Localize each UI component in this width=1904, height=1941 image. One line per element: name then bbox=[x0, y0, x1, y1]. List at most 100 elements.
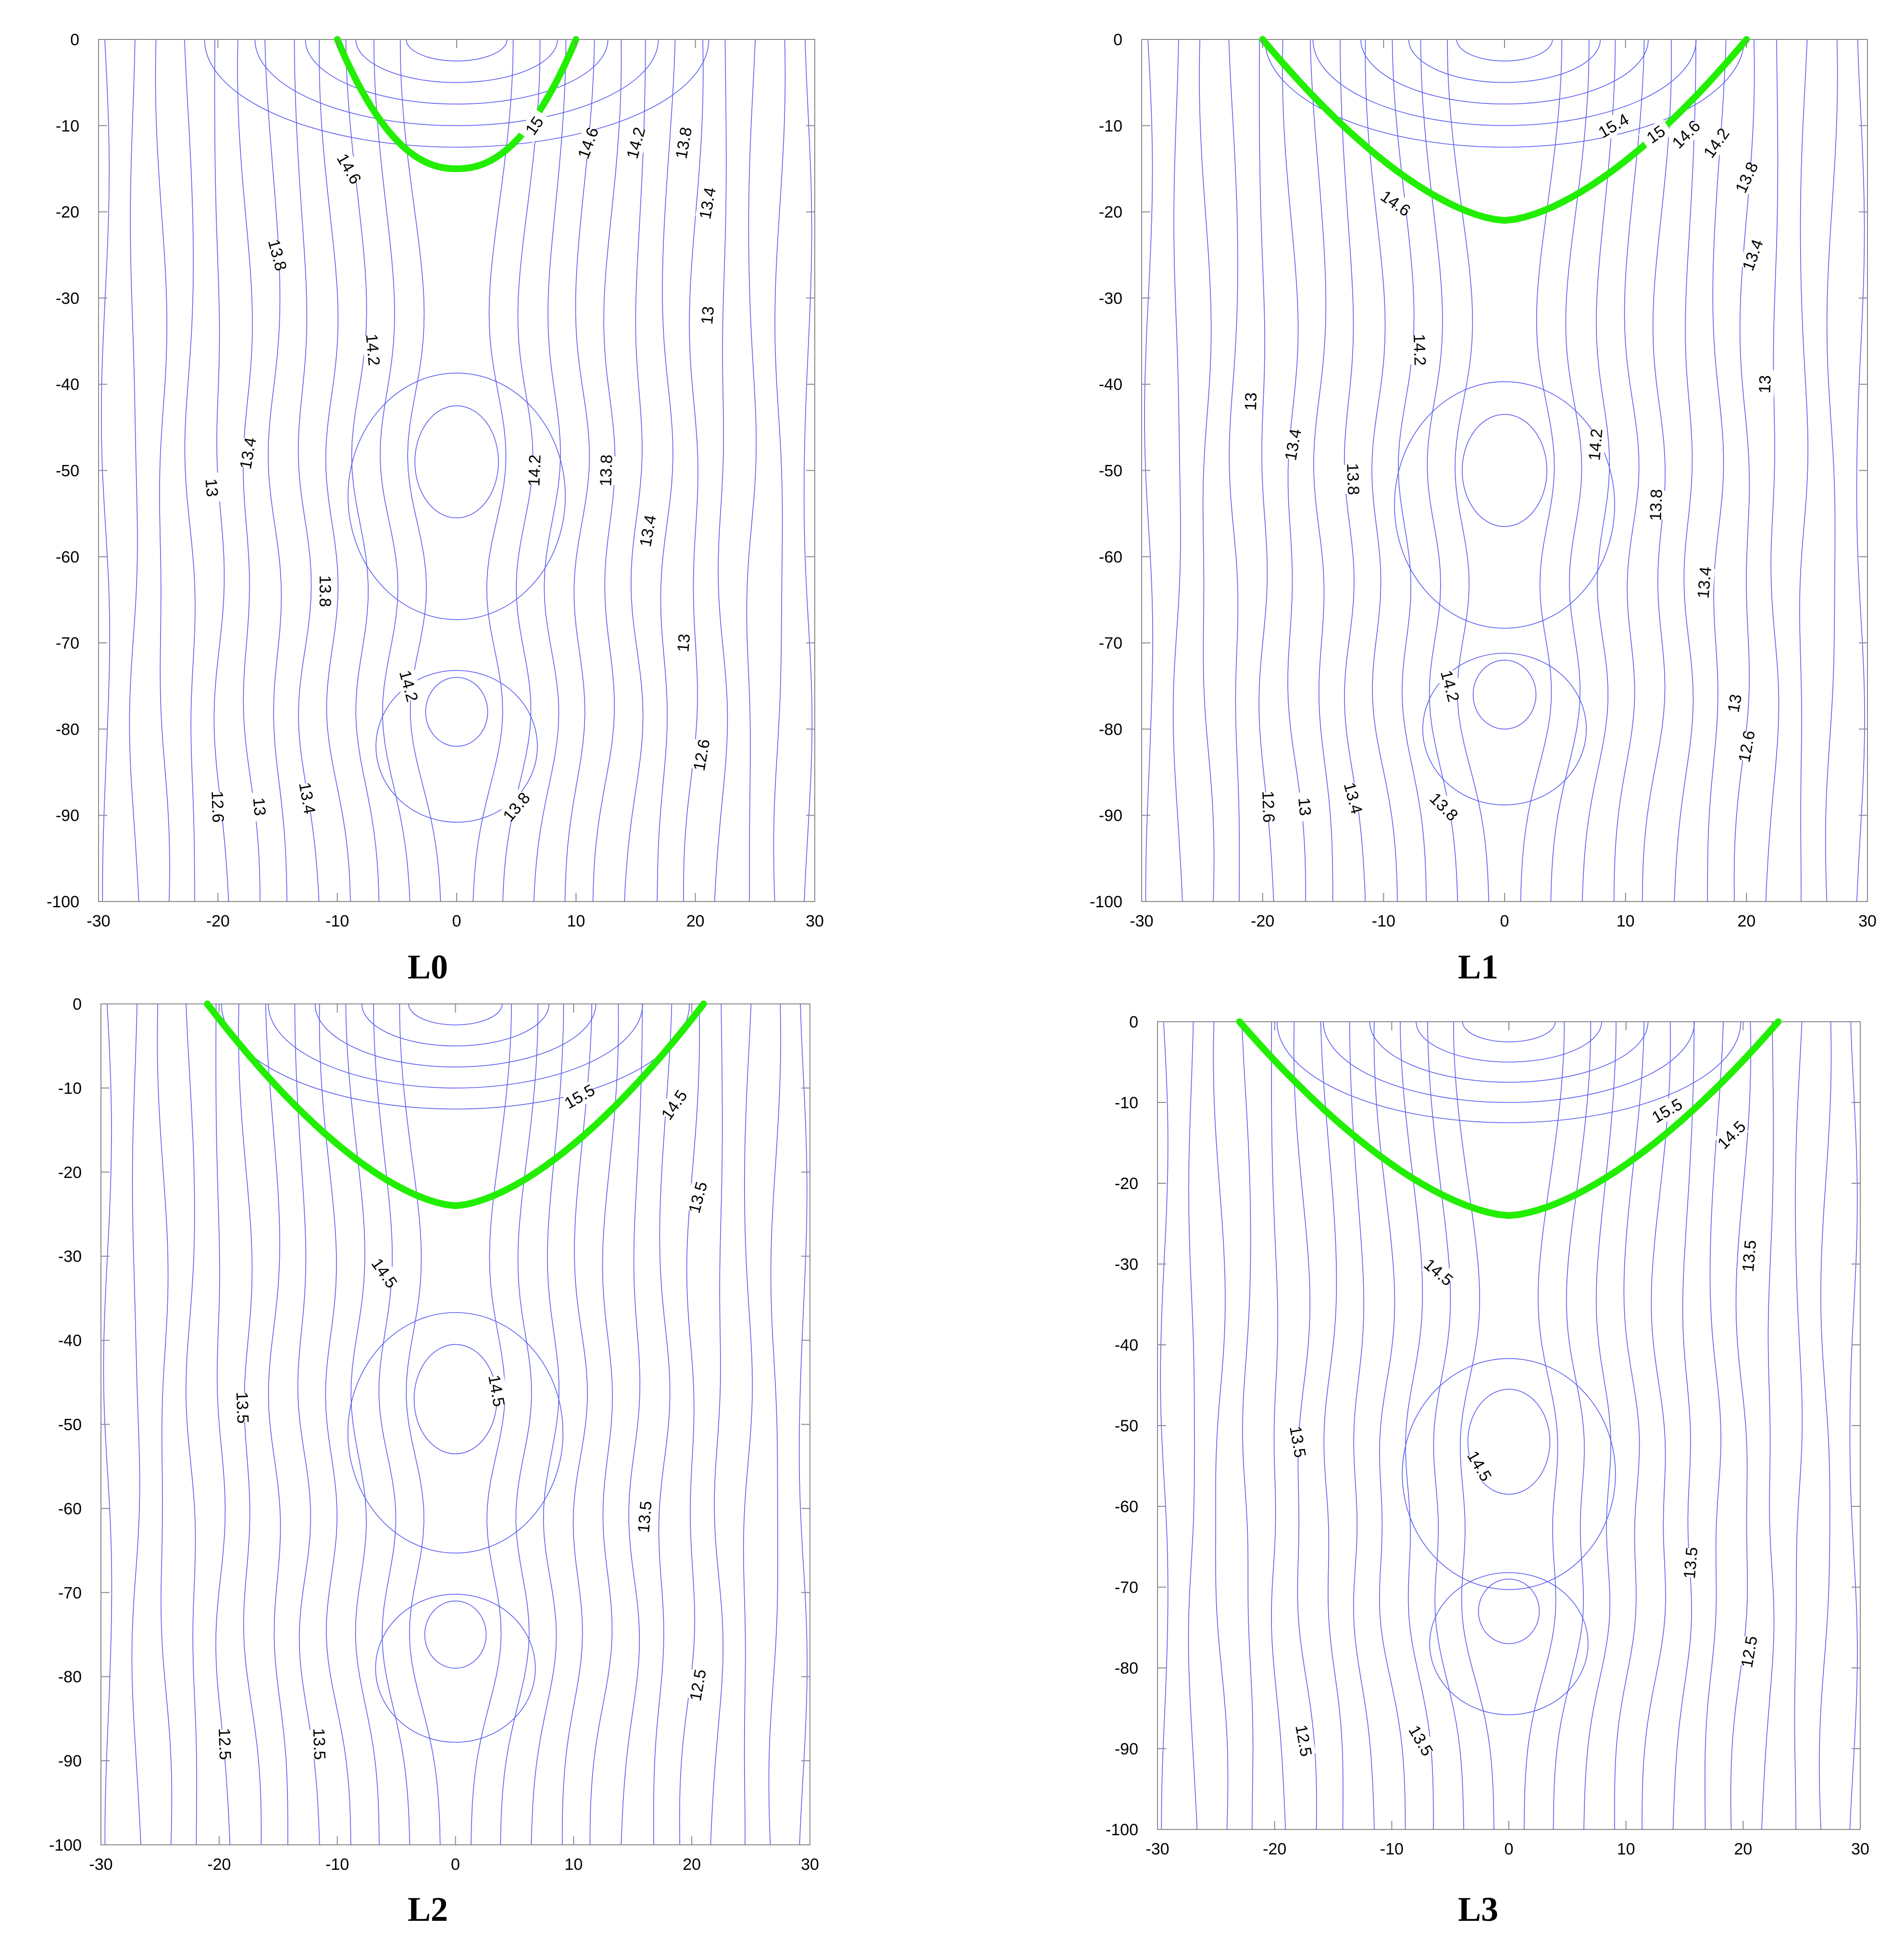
y-tick-label: -80 bbox=[1099, 720, 1122, 739]
contour-line bbox=[1674, 39, 1696, 902]
contour-label-bg bbox=[1680, 1547, 1702, 1578]
contour-loop bbox=[1478, 1578, 1540, 1644]
contour-label: 13.5 bbox=[635, 1500, 656, 1533]
y-tick-label: -20 bbox=[58, 1164, 82, 1182]
contour-label-bg bbox=[1645, 490, 1666, 520]
x-tick-label: -10 bbox=[1372, 912, 1395, 930]
contour-label-bg bbox=[1437, 669, 1463, 702]
contour-line bbox=[561, 1004, 592, 1845]
contour-line bbox=[624, 39, 646, 902]
y-tick-label: -90 bbox=[1099, 807, 1122, 825]
contour-line bbox=[1241, 1022, 1254, 1829]
contour-arc bbox=[305, 39, 609, 105]
y-tick-label: -60 bbox=[1115, 1498, 1138, 1516]
contour-line bbox=[1794, 1022, 1803, 1829]
y-tick-label: -80 bbox=[56, 720, 79, 739]
contour-label-bg bbox=[1427, 789, 1461, 824]
contour-label: 14.2 bbox=[1410, 334, 1429, 366]
contour-label-bg bbox=[1378, 187, 1413, 220]
contour-label-bg bbox=[1738, 238, 1767, 272]
y-tick-label: -40 bbox=[1099, 376, 1122, 394]
x-tick-label: -30 bbox=[1145, 1840, 1169, 1858]
contour-line bbox=[1761, 1022, 1775, 1829]
contour-line bbox=[1825, 39, 1838, 902]
y-tick-label: -20 bbox=[56, 203, 79, 222]
contour-line bbox=[500, 1004, 538, 1845]
contour-label: 13 bbox=[1724, 693, 1745, 714]
y-tick-label: -70 bbox=[1115, 1578, 1138, 1597]
contour-lines bbox=[100, 39, 813, 902]
contour-line bbox=[184, 39, 196, 902]
contour-line bbox=[237, 39, 261, 902]
contour-label-bg bbox=[309, 1729, 330, 1759]
contour-arc bbox=[204, 39, 709, 148]
contour-label-bg bbox=[524, 455, 545, 486]
contour-line bbox=[798, 1004, 808, 1845]
panel-l1: 15.4 15 14.614.213.814.613.414.2131313.413… bbox=[1090, 31, 1877, 986]
highlight-contour bbox=[1236, 1018, 1782, 1219]
contour-label-bg bbox=[1693, 567, 1715, 598]
contour-line bbox=[473, 39, 514, 902]
contour-arc bbox=[408, 1004, 503, 1026]
contour-label-bg bbox=[1755, 369, 1775, 399]
contour-line bbox=[215, 1004, 231, 1845]
panel-title: L0 bbox=[408, 948, 448, 986]
contour-line bbox=[1553, 1022, 1591, 1829]
contour-label-bg bbox=[634, 1502, 656, 1532]
y-tick-label: -30 bbox=[1115, 1255, 1138, 1274]
contour-line bbox=[1849, 1022, 1858, 1829]
contour-line bbox=[564, 39, 595, 902]
contour-label: 13.5 bbox=[310, 1728, 329, 1760]
y-tick-label: -60 bbox=[58, 1500, 82, 1518]
contour-line bbox=[773, 39, 786, 902]
contour-loop bbox=[1467, 1389, 1551, 1495]
contour-line bbox=[653, 1004, 672, 1845]
x-tick-label: 30 bbox=[1851, 1840, 1869, 1858]
contour-label-bg bbox=[499, 789, 533, 824]
panel-l2: 15.5 14.513.514.514.513.513.512.512.5 13.5… bbox=[49, 995, 819, 1928]
contour-line bbox=[471, 1004, 512, 1845]
x-tick-label: -20 bbox=[1251, 912, 1274, 930]
contour-line bbox=[710, 1004, 724, 1845]
contour-label-bg bbox=[1722, 687, 1747, 719]
contour-line bbox=[746, 39, 757, 902]
contour-arc bbox=[1323, 1022, 1695, 1103]
contour-label-bg bbox=[1343, 464, 1364, 494]
y-tick-label: -50 bbox=[1115, 1417, 1138, 1435]
contour-label-bg bbox=[485, 1375, 509, 1407]
contour-line bbox=[294, 39, 320, 902]
contour-arc bbox=[406, 39, 508, 62]
contour-label: 13 bbox=[1294, 797, 1314, 816]
contour-line bbox=[345, 39, 380, 902]
axes: -30 -20 -10 0 10 20 300-10-20-30-40-50-60-70-8… bbox=[1106, 1013, 1869, 1858]
y-tick-label: -100 bbox=[47, 893, 79, 911]
contour-label: 13 bbox=[249, 797, 269, 816]
contour-label-bg bbox=[1340, 781, 1367, 814]
contour-line bbox=[319, 1004, 351, 1845]
contour-label-bg bbox=[672, 627, 695, 658]
y-tick-label: -70 bbox=[58, 1584, 82, 1602]
y-tick-label: -50 bbox=[56, 462, 79, 480]
y-tick-label: -100 bbox=[1106, 1821, 1138, 1839]
contour-label-bg bbox=[1649, 1095, 1684, 1127]
y-tick-label: -90 bbox=[56, 807, 79, 825]
contour-loop bbox=[1462, 414, 1547, 527]
contour-label: 13.5 bbox=[1739, 1240, 1760, 1273]
y-tick-label: -30 bbox=[58, 1248, 82, 1266]
highlight-line bbox=[1236, 1018, 1782, 1219]
contour-line bbox=[1705, 1022, 1724, 1829]
x-tick-label: 0 bbox=[1505, 1840, 1514, 1858]
y-tick-label: -60 bbox=[56, 548, 79, 566]
contour-line bbox=[1550, 39, 1590, 902]
contour-loop bbox=[375, 1593, 536, 1743]
contour-loop bbox=[1472, 660, 1537, 730]
contour-label-bg bbox=[1596, 110, 1631, 141]
contour-arc bbox=[1360, 39, 1649, 105]
contour-line bbox=[373, 1004, 411, 1845]
contour-label-bg bbox=[295, 782, 320, 814]
contour-line bbox=[131, 1004, 141, 1845]
contour-label-bg bbox=[1240, 387, 1261, 416]
contour-label-bg bbox=[215, 1729, 236, 1759]
contour-label-bg bbox=[201, 472, 223, 503]
contour-label-bg bbox=[689, 739, 713, 771]
